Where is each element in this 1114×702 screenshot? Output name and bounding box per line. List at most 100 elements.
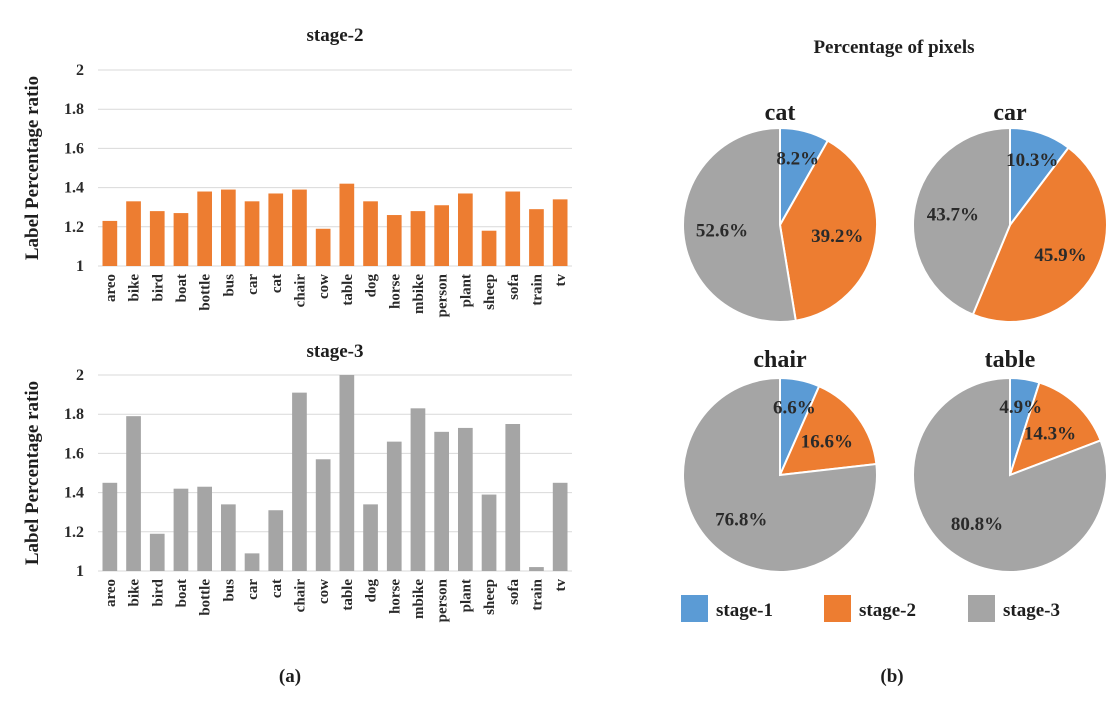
bar-train (529, 567, 544, 571)
bar-chart-stage-2: stage-2 Label Percentage ratio 1 1.2 1.4 1.6 1… (22, 25, 572, 317)
y-tick-label: 1.8 (64, 101, 84, 118)
x-tick-label: areo (103, 274, 119, 302)
bar-person (434, 205, 449, 266)
x-tick-label: tv (553, 274, 569, 287)
y-tick-label: 1.2 (64, 219, 84, 236)
x-tick-label: sheep (482, 274, 498, 310)
y-tick-label: 1.2 (64, 524, 84, 541)
bar-boat (173, 213, 189, 266)
x-tick-label: cat (269, 579, 285, 598)
bar-bottle (197, 486, 212, 571)
x-tick-label: chair (292, 579, 308, 613)
bar-chair (292, 392, 307, 571)
x-tick-label: sofa (506, 274, 522, 300)
bar-cow (315, 459, 331, 571)
x-tick-label: sheep (482, 579, 498, 615)
bar-chart-stage-3: stage-3 Label Percentage ratio 1 1.2 1.4 1.6 1… (22, 341, 572, 622)
bar-train (529, 209, 544, 266)
x-tick-label: tv (553, 579, 569, 592)
x-tick-label: person (435, 578, 451, 622)
pie-slice-stage-2 (971, 146, 1108, 323)
pie-chart-chair: chair 6.6% 16.6% 76.8% (682, 347, 878, 573)
y-tick-label: 1 (76, 258, 84, 275)
bar-mbike (410, 408, 426, 571)
bar-bike (126, 416, 141, 571)
y-tick-label: 1.8 (64, 406, 84, 423)
bar-bottle (197, 191, 212, 266)
x-tick-label: plant (458, 579, 474, 612)
bar-bus (221, 504, 236, 571)
bar-sofa (505, 424, 521, 571)
pie-legend: stage-1 stage-2 stage-3 (681, 595, 1060, 622)
x-tick-label: horse (387, 579, 403, 614)
pie-title: table (985, 347, 1036, 373)
x-tick-label: car (245, 579, 261, 600)
pie-slice-stage-2 (778, 384, 878, 477)
bar-car (244, 553, 260, 571)
y-tick-label: 1 (76, 563, 84, 580)
pie-slice-label: 8.2% (776, 148, 819, 169)
x-tick-label: chair (292, 274, 308, 308)
legend-label: stage-1 (716, 600, 773, 621)
legend-swatch-stage-2 (824, 595, 851, 622)
bar-bike (126, 201, 141, 266)
x-tick-label: table (340, 579, 356, 611)
pie-slice-stage-2 (1008, 381, 1102, 477)
x-tick-label: cow (316, 274, 332, 299)
pie-panel-title: Percentage of pixels (813, 37, 974, 58)
x-tick-label: horse (387, 274, 403, 309)
pie-slice-label: 4.9% (999, 397, 1042, 418)
x-tick-label: mbike (411, 274, 427, 314)
bar-bus (221, 189, 236, 266)
chart-title: stage-2 (307, 25, 364, 46)
bar-sofa (505, 191, 521, 266)
pie-chart-car: car 10.3% 45.9% 43.7% (912, 100, 1108, 323)
pie-slice-label: 52.6% (696, 221, 748, 242)
pie-chart-table: table 4.9% 14.3% 80.8% (912, 347, 1108, 573)
x-tick-label: bike (127, 274, 143, 302)
y-tick-label: 1.4 (64, 180, 84, 197)
bar-bird (149, 533, 165, 571)
x-tick-label: boat (174, 274, 190, 302)
x-tick-label: areo (103, 579, 119, 607)
pie-chart-cat: cat 8.2% 39.2% 52.6% (682, 100, 878, 323)
bar-cat (268, 510, 284, 571)
x-tick-label: bus (221, 274, 237, 297)
bar-boat (173, 488, 189, 571)
x-tick-label: table (340, 274, 356, 306)
y-tick-label: 1.6 (64, 140, 84, 157)
y-tick-label: 2 (76, 62, 84, 79)
pie-slice-stage-3 (682, 126, 797, 323)
pie-slice-stage-3 (912, 376, 1108, 573)
bar-dog (363, 504, 378, 571)
legend-swatch-stage-3 (968, 595, 995, 622)
x-tick-label: bird (150, 273, 166, 301)
x-tick-label: bottle (198, 274, 214, 311)
pie-slice-stage-3 (682, 376, 878, 573)
x-tick-label: dog (364, 579, 380, 603)
x-tick-label: person (435, 273, 451, 317)
x-tick-label: car (245, 274, 261, 295)
bar-mbike (410, 211, 426, 266)
pie-slice-label: 10.3% (1006, 150, 1058, 171)
x-tick-label: bottle (198, 579, 214, 616)
x-tick-label: cow (316, 579, 332, 604)
bar-car (244, 201, 260, 266)
pie-slice-label: 45.9% (1034, 245, 1086, 266)
pie-slice-label: 39.2% (811, 226, 863, 247)
bar-table (339, 375, 355, 571)
pie-slice-label: 6.6% (773, 398, 816, 419)
bar-tv (552, 199, 568, 266)
bar-dog (363, 201, 378, 266)
y-axis-label: Label Percentage ratio (22, 76, 43, 260)
pie-title: car (993, 100, 1027, 126)
x-tick-label: boat (174, 579, 190, 607)
bar-horse (386, 215, 402, 266)
y-axis-label: Label Percentage ratio (22, 381, 43, 565)
pie-slice-label: 43.7% (927, 205, 979, 226)
bar-chair (292, 189, 307, 266)
bar-person (434, 431, 449, 571)
x-tick-label: bus (221, 579, 237, 602)
pie-slice-stage-3 (912, 126, 1011, 316)
